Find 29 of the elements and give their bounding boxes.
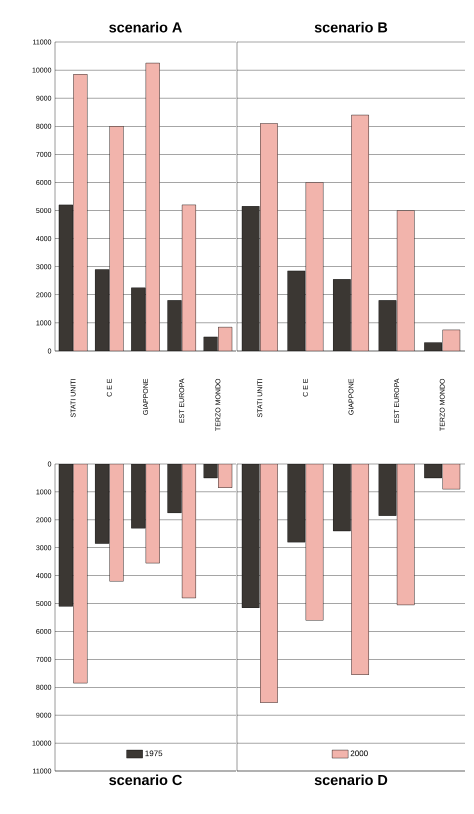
bar (73, 464, 88, 684)
bar (333, 279, 351, 351)
bar (378, 464, 396, 516)
bar (378, 300, 396, 351)
bar (182, 464, 196, 598)
legend-label: 1975 (145, 750, 162, 756)
legend-label: 2000 (350, 750, 368, 756)
bar (109, 126, 124, 351)
bar (58, 204, 73, 351)
bar (73, 74, 88, 351)
bar (182, 204, 196, 351)
bar (218, 326, 232, 351)
bar (109, 464, 124, 582)
bar (333, 464, 351, 532)
chart-title: scenario B (314, 22, 388, 32)
text: scenario D (314, 774, 388, 786)
bar (131, 288, 146, 351)
chart-title: scenario A (109, 22, 182, 32)
bar (424, 464, 442, 478)
bar (287, 270, 306, 351)
bar (167, 300, 182, 351)
bar (146, 464, 160, 564)
bar (94, 269, 110, 351)
bar (146, 62, 160, 351)
bar (242, 464, 260, 608)
bar (218, 464, 232, 488)
bar (242, 206, 260, 351)
bar (287, 464, 306, 542)
text: scenario C (109, 774, 182, 786)
